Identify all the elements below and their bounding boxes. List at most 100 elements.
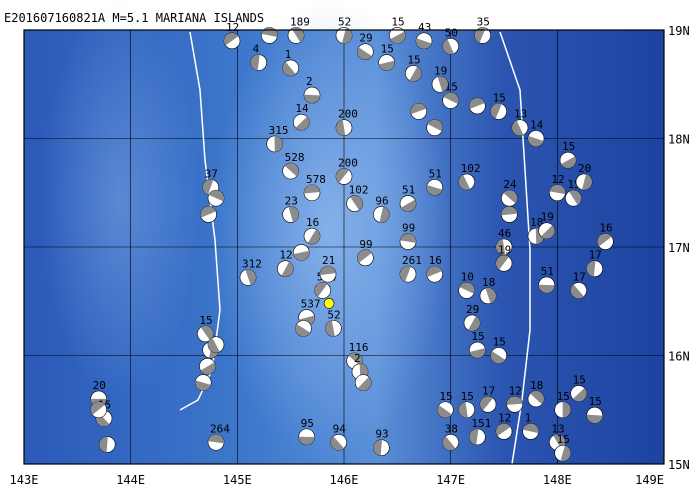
beachball-event <box>426 119 443 136</box>
beachball-compressional-quadrant <box>582 174 592 190</box>
beachball-compressional-quadrant <box>490 103 502 119</box>
beachball-event: 52 <box>335 15 353 44</box>
event-depth-label: 20 <box>93 379 106 392</box>
event-depth-label: 51 <box>429 167 442 180</box>
event-depth-label: 18 <box>530 379 543 392</box>
event-depth-label: 1 <box>525 411 532 424</box>
beachball-event: 19 <box>431 64 449 93</box>
beachball-event: 52 <box>325 308 342 337</box>
beachball-event: 15 <box>469 330 486 359</box>
beachball-compressional-quadrant <box>469 97 485 109</box>
beachball-compressional-quadrant <box>99 436 108 453</box>
event-depth-label: 14 <box>530 119 544 132</box>
beachball-compressional-quadrant <box>314 282 328 297</box>
beachball-compressional-quadrant <box>293 250 310 261</box>
beachball-compressional-quadrant <box>373 439 383 456</box>
longitude-label: 148E <box>543 473 572 487</box>
event-depth-label: 1 <box>285 48 292 61</box>
beachball-event: 19 <box>538 211 555 240</box>
beachball-event: 15 <box>437 390 454 419</box>
beachball-compressional-quadrant <box>202 179 214 195</box>
longitude-label: 145E <box>223 473 252 487</box>
event-depth-label: 43 <box>418 21 431 34</box>
event-depth-label: 312 <box>242 257 262 270</box>
event-depth-label: 51 <box>541 265 554 278</box>
beachball-event: 16 <box>303 216 321 245</box>
beachball-event: 200 <box>335 108 358 136</box>
longitude-label: 146E <box>330 473 359 487</box>
beachball-event: 15 <box>389 15 406 44</box>
beachball-event: 96 <box>373 194 390 223</box>
event-depth-label: 29 <box>359 32 372 45</box>
event-depth-label: 94 <box>333 422 347 435</box>
beachball-event: 51 <box>399 184 417 212</box>
beachball-event: 14 <box>527 119 545 147</box>
event-depth-label: 16 <box>599 222 612 235</box>
beachball-compressional-quadrant <box>469 348 486 359</box>
beachball-event <box>295 320 312 337</box>
beachball-compressional-quadrant <box>357 47 372 60</box>
beachball-compressional-quadrant <box>459 282 475 294</box>
beachball-compressional-quadrant <box>348 352 363 367</box>
beachball-event: 16 <box>597 222 614 250</box>
event-depth-label: 2 <box>354 352 361 365</box>
beachball-compressional-quadrant <box>90 401 105 415</box>
event-depth-label: 51 <box>402 184 415 197</box>
event-depth-label: 2 <box>306 75 313 88</box>
beachball-event: 312 <box>239 257 262 286</box>
beachball-event: 189 <box>287 15 310 44</box>
event-depth-label: 15 <box>391 15 404 28</box>
beachball-compressional-quadrant <box>442 38 454 55</box>
event-depth-label: 4 <box>253 43 260 56</box>
beachball-event <box>199 358 216 375</box>
event-depth-label: 578 <box>306 173 326 186</box>
latitude-label: 18N <box>668 133 690 147</box>
beachball-event: 12 <box>223 21 241 50</box>
beachball-compressional-quadrant <box>561 156 576 169</box>
event-depth-label: 12 <box>509 384 522 397</box>
beachball-compressional-quadrant <box>490 351 506 364</box>
event-depth-label: 261 <box>402 254 422 267</box>
beachball-event: 200 <box>335 156 358 185</box>
beachball-event: 12 <box>506 384 523 413</box>
event-depth-label: 37 <box>205 167 218 180</box>
event-depth-label: 13 <box>514 108 527 121</box>
event-depth-label: 16 <box>306 216 319 229</box>
beachball-compressional-quadrant <box>586 414 603 424</box>
event-depth-label: 15 <box>461 390 474 403</box>
latitude-labels: 19N 18N 17N 16N 15N <box>668 24 690 472</box>
event-depth-label: 35 <box>477 15 490 28</box>
beachball-compressional-quadrant <box>458 174 471 190</box>
beachball-event: 12 <box>277 249 294 278</box>
beachball-compressional-quadrant <box>320 266 336 276</box>
beachball-event: 15 <box>490 336 507 364</box>
beachball-compressional-quadrant <box>288 206 299 223</box>
event-depth-label: 15 <box>493 336 506 349</box>
beachball-compressional-quadrant <box>282 61 296 76</box>
beachball-event: 17 <box>586 249 603 278</box>
beachball-event: 2 <box>303 75 321 104</box>
event-depth-label: 19 <box>434 64 447 77</box>
beachball-event: 15 <box>490 91 507 120</box>
beachball-event: 17 <box>479 384 497 413</box>
ridge-shallow-zone <box>210 0 450 460</box>
event-depth-label: 102 <box>349 184 369 197</box>
event-depth-label: 15 <box>493 91 506 104</box>
beachball-compressional-quadrant <box>538 284 555 293</box>
beachball-compressional-quadrant <box>560 445 571 462</box>
beachball-compressional-quadrant <box>284 163 299 177</box>
event-depth-label: 15 <box>557 390 570 403</box>
beachball-event: 99 <box>399 222 417 250</box>
event-depth-label: 20 <box>578 162 591 175</box>
beachball-event: 12 <box>495 411 513 440</box>
beachball-event <box>98 436 116 453</box>
longitude-label: 147E <box>436 473 465 487</box>
beachball-event: 94 <box>330 422 347 451</box>
beachball-compressional-quadrant <box>379 206 390 223</box>
event-depth-label: 15 <box>199 314 212 327</box>
beachball-event: 15 <box>586 395 603 424</box>
beachball-compressional-quadrant <box>541 225 555 239</box>
beachball-event: 17 <box>570 270 587 299</box>
beachball-compressional-quadrant <box>335 119 346 136</box>
event-depth-label: 17 <box>573 270 586 283</box>
